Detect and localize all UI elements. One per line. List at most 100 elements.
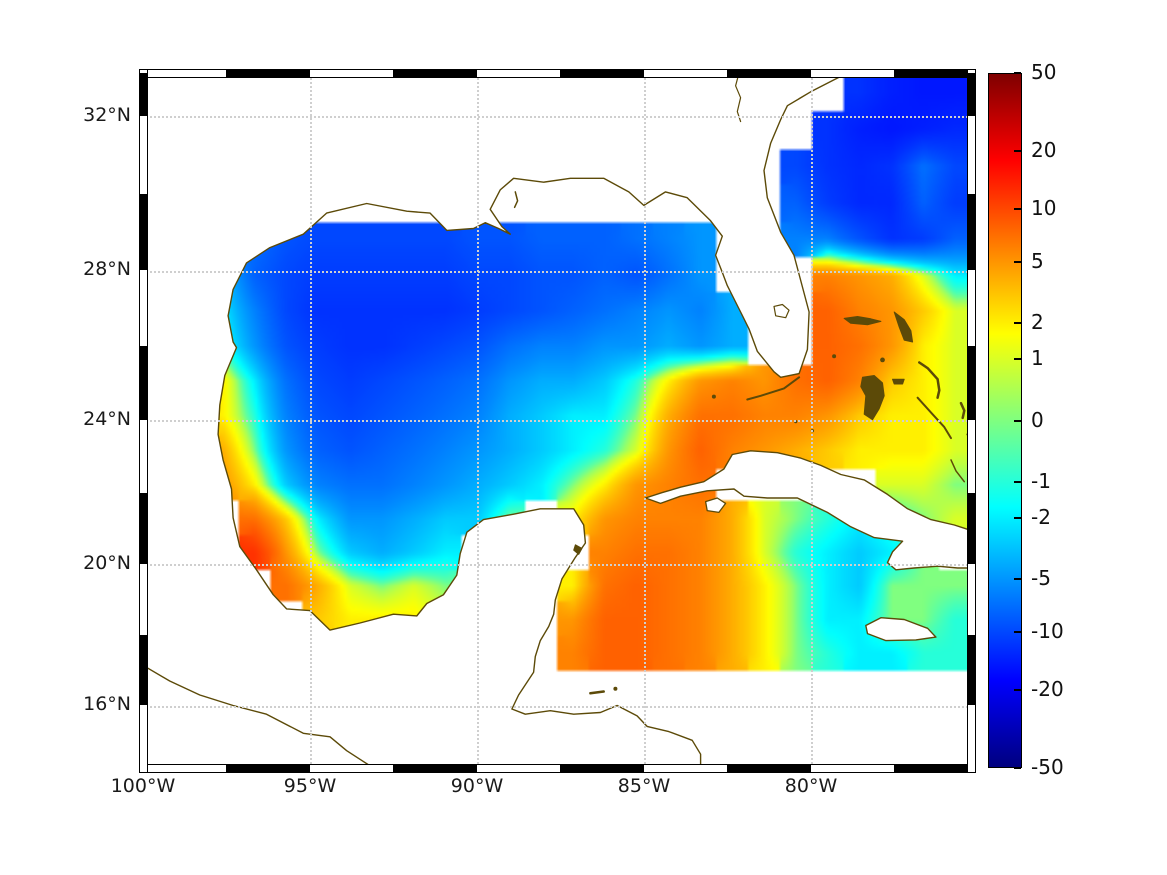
colorbar-tick-mark [1014, 150, 1021, 152]
frame-segment [968, 492, 975, 565]
colorbar-tick-mark [1014, 767, 1021, 769]
island-chain-ragged [950, 459, 966, 483]
island-chain-exuma [916, 396, 952, 440]
frame-segment [968, 564, 975, 636]
island-grand-bahama [843, 316, 882, 326]
island-chain-chandeleur [513, 191, 519, 209]
frame-segment [143, 70, 227, 77]
frame-segment [226, 765, 310, 772]
x-tick-label: 95°W [283, 775, 337, 797]
x-tick-label: 85°W [617, 775, 671, 797]
frame-segment [476, 70, 561, 77]
colorbar-tick-mark [1014, 689, 1021, 691]
frame-segment [140, 193, 147, 271]
gridline-parallel [143, 115, 971, 118]
island-cozumel [573, 544, 583, 555]
gridline-parallel [143, 270, 971, 273]
map-frame-strip [967, 69, 976, 773]
colorbar-tick-label: 20 [1031, 138, 1057, 162]
map-plot-area [143, 73, 971, 768]
frame-segment [140, 564, 147, 636]
colorbar-tick-mark [1014, 72, 1021, 74]
island-bimini [832, 354, 837, 359]
map-frame-strip [139, 764, 975, 773]
map-frame-strip [139, 69, 148, 773]
island-cuba [644, 450, 971, 571]
y-tick-label: 16°N [83, 693, 131, 715]
coastline-north-america [217, 73, 849, 768]
y-tick-label: 32°N [83, 104, 131, 126]
map-frame-strip [139, 69, 975, 78]
colorbar-tick-mark [1014, 261, 1021, 263]
colorbar-tick-label: 5 [1031, 249, 1044, 273]
colorbar-tick-mark [1014, 517, 1021, 519]
frame-segment [968, 193, 975, 271]
island-guanaja [613, 686, 618, 691]
colorbar-tick-mark [1014, 208, 1021, 210]
gridline-parallel [143, 564, 971, 567]
x-tick-label: 100°W [110, 775, 176, 797]
frame-segment [143, 765, 227, 772]
island-andros [860, 375, 885, 421]
frame-segment [393, 70, 477, 77]
coastline-pacific-mexico [143, 664, 375, 768]
colorbar-tick-mark [1014, 481, 1021, 483]
land-north-america-fill [143, 73, 848, 768]
frame-segment [140, 419, 147, 493]
y-tick-label: 28°N [83, 258, 131, 280]
frame-segment [393, 765, 477, 772]
island-jamaica [865, 617, 937, 642]
frame-segment [810, 765, 895, 772]
frame-segment [968, 115, 975, 194]
frame-segment [140, 345, 147, 420]
island-eleuthera [918, 361, 941, 399]
colorbar-tick-label: 10 [1031, 196, 1057, 220]
frame-segment [560, 70, 644, 77]
frame-segment [140, 115, 147, 194]
y-tick-label: 20°N [83, 552, 131, 574]
colorbar-tick-mark [1014, 631, 1021, 633]
frame-segment [968, 635, 975, 706]
colorbar-tick-mark [1014, 578, 1021, 580]
colorbar-tick-label: -10 [1031, 619, 1064, 643]
frame-segment [968, 73, 975, 116]
frame-segment [309, 765, 394, 772]
y-tick-label: 24°N [83, 408, 131, 430]
frame-segment [560, 765, 644, 772]
frame-segment [727, 765, 811, 772]
island-cat [959, 401, 966, 420]
island-dry-tortugas [711, 394, 716, 399]
x-tick-label: 90°W [450, 775, 504, 797]
frame-segment [810, 70, 895, 77]
river-line [735, 73, 742, 123]
frame-segment [140, 492, 147, 565]
island-roatan [589, 690, 605, 695]
colorbar-tick-label: 0 [1031, 408, 1044, 432]
frame-segment [643, 765, 728, 772]
island-chain-florida-keys [746, 376, 801, 401]
frame-segment [894, 70, 971, 77]
frame-segment [140, 705, 147, 768]
gridline-parallel [143, 419, 971, 422]
colorbar-tick-label: 1 [1031, 346, 1044, 370]
frame-segment [968, 345, 975, 420]
frame-segment [476, 765, 561, 772]
colorbar-tick-label: -2 [1031, 505, 1051, 529]
frame-segment [968, 419, 975, 493]
colorbar-tick-label: -1 [1031, 469, 1051, 493]
frame-segment [140, 73, 147, 116]
frame-segment [226, 70, 310, 77]
frame-segment [968, 270, 975, 346]
frame-segment [140, 635, 147, 706]
gridline-parallel [143, 705, 971, 708]
colorbar-tick-label: 50 [1031, 60, 1057, 84]
frame-segment [140, 270, 147, 346]
colorbar-tick-label: -5 [1031, 566, 1051, 590]
x-tick-label: 80°W [784, 775, 838, 797]
colorbar-tick-label: -20 [1031, 677, 1064, 701]
colorbar-tick-label: 2 [1031, 310, 1044, 334]
lake-okeechobee [773, 303, 790, 319]
frame-segment [727, 70, 811, 77]
colorbar-tick-mark [1014, 358, 1021, 360]
